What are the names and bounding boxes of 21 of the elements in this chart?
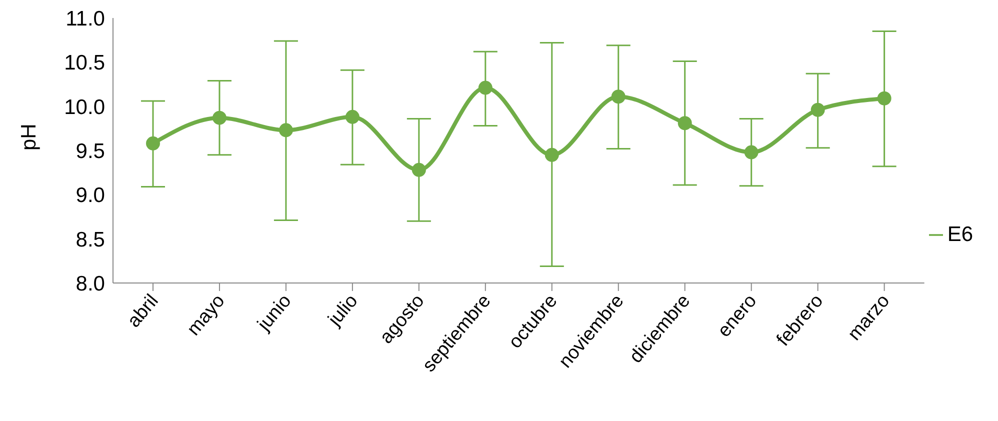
point <box>212 110 226 125</box>
point <box>744 145 758 160</box>
point <box>345 110 360 124</box>
point <box>412 162 426 177</box>
y-tick-label: 8.0 <box>76 272 105 296</box>
legend-label: E6 <box>947 223 973 246</box>
point <box>478 80 492 95</box>
y-tick-label: 9.5 <box>76 140 105 163</box>
point <box>810 102 825 117</box>
point <box>678 116 692 130</box>
y-tick-label: 10.0 <box>64 96 105 119</box>
point <box>877 91 892 106</box>
y-tick-label: 8.5 <box>76 228 105 252</box>
point <box>278 123 293 138</box>
point <box>544 148 559 162</box>
point <box>146 136 160 150</box>
y-tick-label: 11.0 <box>66 7 105 30</box>
point <box>611 90 626 104</box>
y-axis-title: pH <box>17 124 40 150</box>
y-tick-label: 10.5 <box>64 52 105 75</box>
y-tick-label: 9.0 <box>76 184 105 208</box>
